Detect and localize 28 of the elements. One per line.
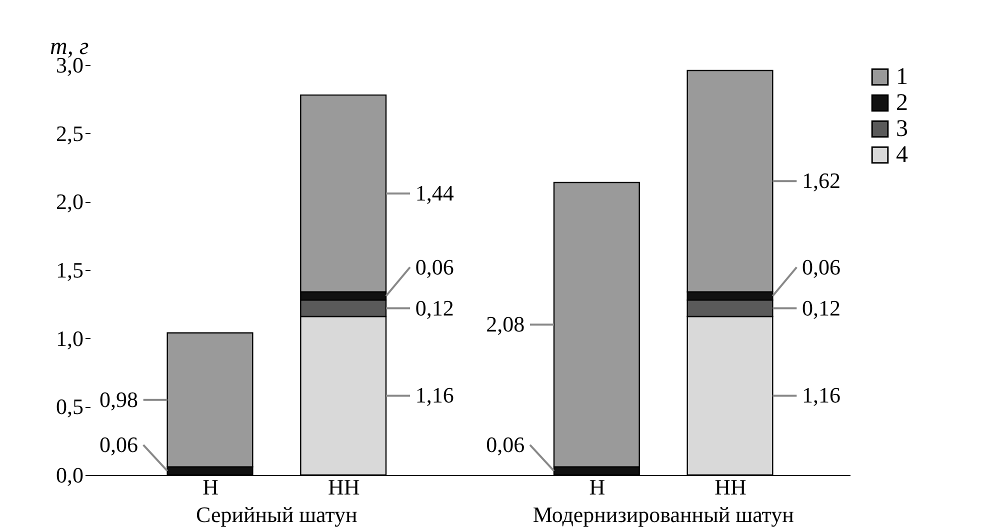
legend-label: 1: [896, 64, 908, 90]
data-label: 1,62: [802, 168, 840, 194]
data-label: 2,08: [486, 312, 525, 337]
x-tick-label: Н: [589, 474, 606, 500]
y-tick-label: 1,5: [56, 258, 84, 282]
legend-label: 4: [896, 142, 908, 168]
x-tick-label: Н: [202, 474, 219, 500]
data-label: 0,06: [486, 432, 525, 457]
text: Серийный шатун: [196, 502, 358, 527]
y-tick-label: 1,0: [56, 326, 84, 351]
legend-label: 3: [896, 116, 908, 142]
data-label: 0,06: [802, 254, 840, 280]
data-label: 0,06: [100, 432, 138, 457]
data-label: 0,12: [802, 295, 840, 320]
data-label: 1,44: [415, 180, 454, 206]
data-label: 0,06: [415, 254, 454, 280]
y-tick-label: 2,5: [56, 120, 84, 146]
text: Модернизированный шатун: [532, 502, 794, 527]
data-label: 1,16: [415, 382, 454, 408]
x-tick-label: НН: [714, 474, 746, 500]
legend-label: 2: [896, 90, 908, 116]
x-tick-label: НН: [328, 474, 360, 500]
y-tick-label: 2,0: [56, 189, 84, 214]
data-label: 0,12: [415, 295, 454, 320]
data-label: 1,16: [802, 382, 840, 408]
y-tick-label: 0,0: [56, 462, 84, 488]
data-label: 0,98: [100, 386, 138, 412]
y-tick-label: 0,5: [56, 394, 84, 420]
